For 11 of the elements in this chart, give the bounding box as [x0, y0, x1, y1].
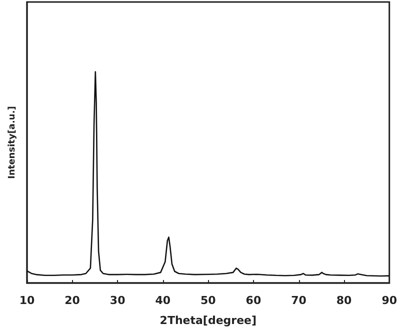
x-tick-label: 50	[200, 294, 216, 307]
y-axis-title: Intensity[a.u.]	[8, 106, 18, 179]
x-tick-label: 30	[110, 294, 126, 307]
x-tick-label: 40	[155, 294, 171, 307]
x-tick-label: 90	[382, 294, 398, 307]
x-tick-label: 20	[64, 294, 80, 307]
x-tick-label: 70	[291, 294, 307, 307]
x-tick-label: 60	[246, 294, 262, 307]
x-axis-title: 2Theta[degree]	[160, 314, 257, 327]
x-tick-label: 10	[19, 294, 35, 307]
x-tick-label: 80	[336, 294, 352, 307]
